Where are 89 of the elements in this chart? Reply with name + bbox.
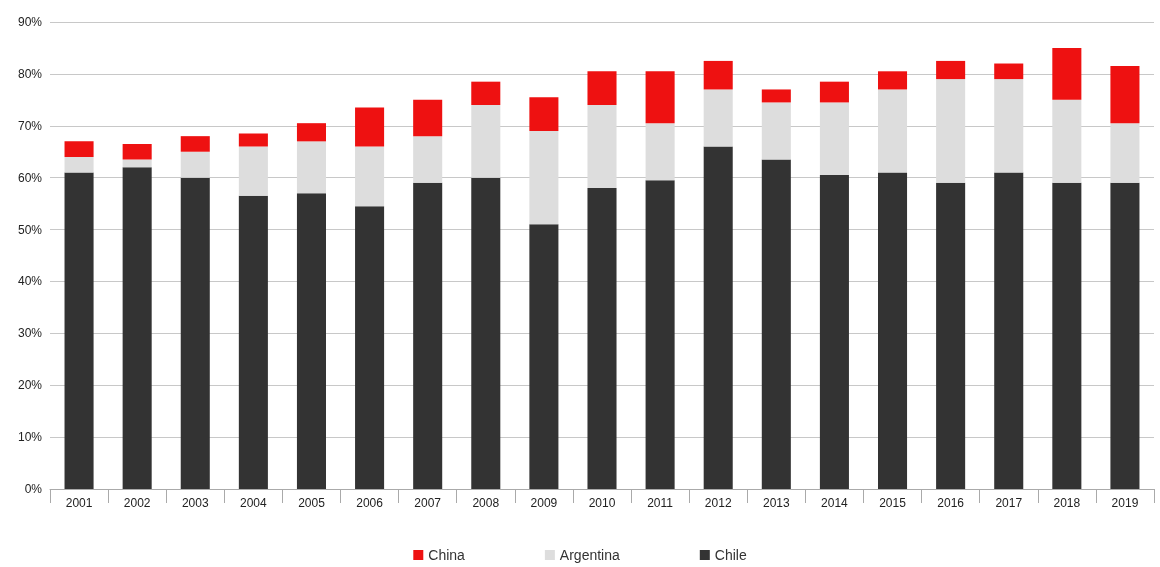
y-tick-label: 60% xyxy=(17,170,43,185)
bar xyxy=(180,136,210,152)
bar xyxy=(529,130,559,225)
bar xyxy=(645,71,675,124)
bar xyxy=(994,79,1024,173)
bar xyxy=(64,156,94,173)
bar xyxy=(238,146,268,196)
x-tick-label: 2012 xyxy=(704,496,732,510)
x-tick-label: 2017 xyxy=(995,496,1023,510)
bar xyxy=(878,89,908,173)
x-tick-label: 2008 xyxy=(472,496,500,510)
bar xyxy=(703,146,733,489)
bar xyxy=(936,182,966,489)
x-tick-label: 2003 xyxy=(181,496,209,510)
x-tick-label: 2013 xyxy=(762,496,790,510)
bar xyxy=(64,141,94,157)
bar xyxy=(761,102,791,160)
bar xyxy=(413,99,443,137)
x-tick-label: 2005 xyxy=(298,496,326,510)
bar xyxy=(413,182,443,489)
bar xyxy=(413,136,443,183)
bar xyxy=(471,81,501,106)
bar xyxy=(122,143,152,160)
bar xyxy=(355,146,385,207)
bar xyxy=(529,97,559,131)
x-tick-label: 2015 xyxy=(879,496,907,510)
x-tick-label: 2001 xyxy=(65,496,93,510)
bar xyxy=(529,224,559,489)
bar xyxy=(1110,182,1140,489)
bar xyxy=(645,180,675,489)
bar xyxy=(645,123,675,181)
x-tick-label: 2014 xyxy=(821,496,849,510)
bar xyxy=(296,141,326,194)
x-tick-label: 2006 xyxy=(356,496,384,510)
bar xyxy=(587,105,617,189)
bar xyxy=(296,193,326,489)
x-tick-label: 2011 xyxy=(647,496,674,510)
bar xyxy=(936,60,966,80)
bar xyxy=(994,172,1024,489)
bar xyxy=(761,89,791,103)
bar xyxy=(994,63,1024,80)
legend-label: China xyxy=(428,547,466,563)
bar xyxy=(1052,99,1082,183)
y-tick-label: 20% xyxy=(17,378,43,393)
bar xyxy=(819,175,849,489)
bar xyxy=(878,172,908,489)
y-tick-label: 40% xyxy=(17,274,43,289)
y-tick-label: 30% xyxy=(17,326,43,341)
x-tick-label: 2009 xyxy=(530,496,558,510)
x-tick-label: 2004 xyxy=(240,496,268,510)
x-tick-label: 2010 xyxy=(588,496,616,510)
y-tick-label: 70% xyxy=(17,118,43,133)
y-tick-label: 10% xyxy=(17,430,43,445)
bar xyxy=(587,188,617,489)
bar xyxy=(1110,66,1140,124)
bar xyxy=(122,167,152,489)
bar xyxy=(1052,47,1082,100)
bar xyxy=(355,206,385,489)
bar xyxy=(64,172,94,489)
bar xyxy=(761,159,791,489)
bar xyxy=(819,102,849,176)
x-tick-label: 2007 xyxy=(414,496,442,510)
bar xyxy=(936,79,966,183)
bar xyxy=(703,89,733,147)
bar xyxy=(587,71,617,106)
x-tick-label: 2002 xyxy=(123,496,151,510)
bar xyxy=(238,195,268,489)
bar xyxy=(180,151,210,178)
x-tick-label: 2018 xyxy=(1053,496,1081,510)
bar xyxy=(296,123,326,142)
bar xyxy=(1110,123,1140,183)
x-tick-label: 2016 xyxy=(937,496,965,510)
bar xyxy=(122,159,152,168)
bar xyxy=(238,133,268,147)
bar xyxy=(878,71,908,90)
bar xyxy=(355,107,385,147)
y-tick-label: 0% xyxy=(24,482,43,496)
bar xyxy=(471,177,501,489)
bar xyxy=(703,60,733,90)
bar xyxy=(471,105,501,178)
bar xyxy=(180,177,210,489)
legend-label: Chile xyxy=(714,547,747,563)
bar xyxy=(819,81,849,103)
y-tick-label: 80% xyxy=(17,66,43,81)
legend-label: Argentina xyxy=(559,547,621,563)
y-tick-label: 90% xyxy=(17,15,43,29)
bar xyxy=(1052,182,1082,489)
x-tick-label: 2019 xyxy=(1111,496,1139,510)
y-tick-label: 50% xyxy=(17,222,43,237)
